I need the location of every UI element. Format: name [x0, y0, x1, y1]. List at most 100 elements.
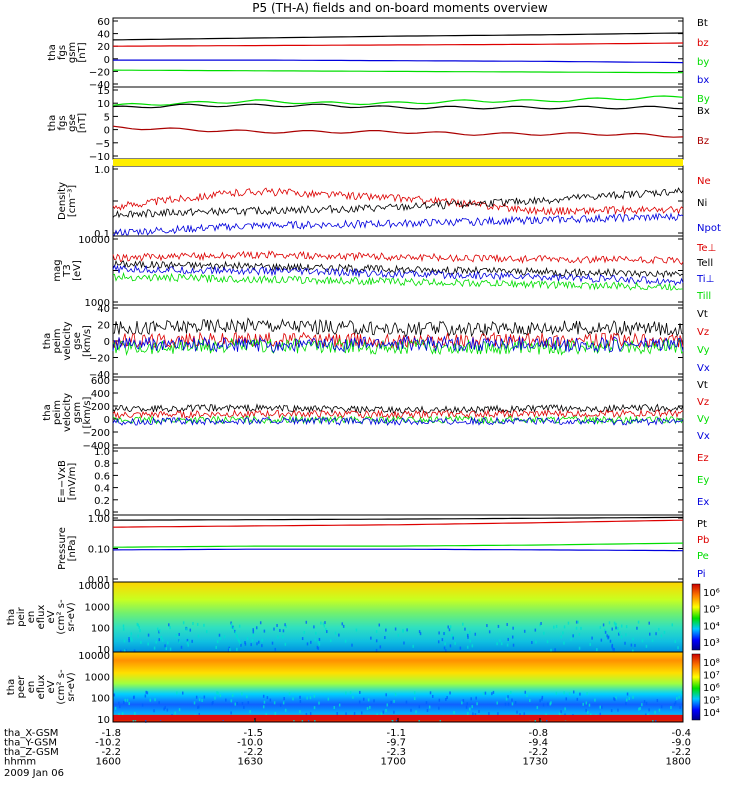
spectrogram-pixel [359, 690, 361, 694]
spectrogram-pixel [643, 700, 646, 704]
spectrogram-pixel [632, 637, 634, 641]
ylabel-line: peer [16, 675, 27, 699]
spectrogram-pixel [258, 640, 260, 644]
spectrogram-pixel [637, 620, 640, 624]
spectrogram-pixel [218, 633, 221, 637]
spectrogram-pixel [613, 621, 616, 625]
spectrogram-pixel [648, 621, 650, 625]
legend-Pi: Pi [697, 569, 706, 580]
spectrogram-pixel [570, 637, 572, 641]
spectrogram-pixel [578, 646, 581, 650]
spectrogram-pixel [534, 719, 537, 723]
spectrogram-pixel [326, 630, 328, 634]
ytick-label: 0.1 [94, 229, 110, 240]
time-axis-row-label: tha_Z-GSM [4, 747, 59, 758]
spectrogram-pixel [550, 648, 552, 652]
spectrogram-pixel [168, 623, 170, 627]
spectrogram-pixel [393, 710, 395, 714]
time-axis-value: -9.4 [528, 738, 548, 749]
series-Pb-line [112, 519, 684, 528]
spectrogram-pixel [369, 705, 371, 709]
spectrogram-pixel [139, 629, 141, 633]
spectrogram-pixel [412, 644, 414, 648]
spectrogram-pixel [338, 633, 340, 637]
spectrogram-pixel [394, 627, 397, 631]
spectrogram-pixel [164, 644, 166, 648]
spectrogram-pixel [334, 631, 337, 635]
legend-Pe: Pe [697, 551, 709, 562]
spectrogram-pixel [540, 621, 542, 625]
spectrogram-pixel [511, 702, 514, 706]
series-Vy-line [112, 414, 684, 425]
legend-Tell: Tell [696, 258, 713, 269]
spectrogram-pixel [355, 628, 358, 632]
spectrogram-pixel [236, 647, 238, 651]
spectrogram-pixel [541, 695, 544, 699]
legend-Ex: Ex [697, 497, 709, 508]
spectrogram-pixel [214, 696, 216, 700]
legend-Bx: Bx [697, 106, 710, 117]
spectrogram-pixel [385, 628, 387, 632]
spectrogram-pixel [178, 708, 181, 712]
spectrogram-pixel [549, 702, 551, 706]
spectrogram-pixel [306, 696, 308, 700]
legend-Te: Te⊥ [696, 243, 716, 254]
spectrogram-pixel [161, 638, 164, 642]
spectrogram-pixel [247, 701, 250, 705]
spectrogram-pixel [514, 701, 517, 705]
ytick-label: 10 [97, 99, 110, 110]
legend-Vt: Vt [697, 380, 708, 391]
spectrogram-pixel [216, 640, 219, 644]
spectrogram-pixel [469, 630, 471, 634]
time-axis-row-label: tha_Y-GSM [4, 738, 57, 749]
spectrogram-pixel [160, 636, 163, 640]
spectrogram-pixel [128, 639, 130, 643]
series-bz-line [113, 42, 684, 47]
spectrogram-pixel [132, 696, 135, 700]
spectrogram-pixel [318, 642, 321, 646]
legend-Ey: Ey [697, 475, 709, 486]
time-axis-value: 1700 [381, 757, 406, 768]
spectrogram-pixel [678, 695, 680, 699]
spectrogram-pixel [611, 645, 613, 649]
ylabel-line: gse [67, 114, 78, 132]
ylabel-line: [km/s] [82, 396, 93, 428]
spectrogram-pixel [341, 622, 344, 626]
spectrogram-pixel [370, 636, 372, 640]
spectrogram-pixel [406, 628, 408, 632]
spectrogram-pixel [542, 703, 545, 707]
spectrogram-pixel [176, 691, 178, 695]
panel-5-ylabel: thapeimvelocitygse[km/s] [42, 321, 93, 360]
time-axis-value: -9.0 [671, 738, 691, 749]
spectrogram-pixel [252, 633, 255, 637]
ytick-label: 1.0 [94, 165, 110, 176]
spectrogram-pixel [516, 710, 518, 714]
spectrogram-pixel [402, 629, 404, 633]
spectrogram-pixel [615, 696, 617, 700]
spectrogram-pixel [301, 637, 304, 641]
spectrogram-pixel [403, 641, 405, 645]
spectrogram-pixel [130, 636, 132, 640]
spectrogram-pixel [611, 643, 614, 647]
spectrogram-pixel [261, 644, 263, 648]
spectrogram-pixel [608, 621, 611, 625]
spectrogram-pixel [133, 649, 136, 653]
spectrogram-pixel [244, 641, 246, 645]
spectrogram-pixel [333, 706, 336, 710]
spectrogram-pixel [167, 641, 169, 645]
spectrogram-pixel [500, 642, 503, 646]
spectrogram-pixel [305, 620, 308, 624]
panel-8: Pressure[nPa] 1.00 0.10 0.01 Pt Pb Pe Pi [57, 514, 709, 586]
spectrogram-pixel [285, 625, 287, 629]
spectrogram-pixel [136, 622, 139, 626]
spectrogram-pixel [451, 633, 453, 637]
spectrogram-pixel [122, 627, 125, 631]
spectrogram-pixel [198, 705, 200, 709]
spectrogram-pixel [491, 692, 493, 696]
spectrogram-pixel [153, 646, 156, 650]
spectrogram-pixel [246, 695, 248, 699]
ylabel-line: peim [52, 400, 63, 425]
spectrogram-pixel [178, 640, 180, 644]
ytick-label: 0 [104, 55, 110, 66]
